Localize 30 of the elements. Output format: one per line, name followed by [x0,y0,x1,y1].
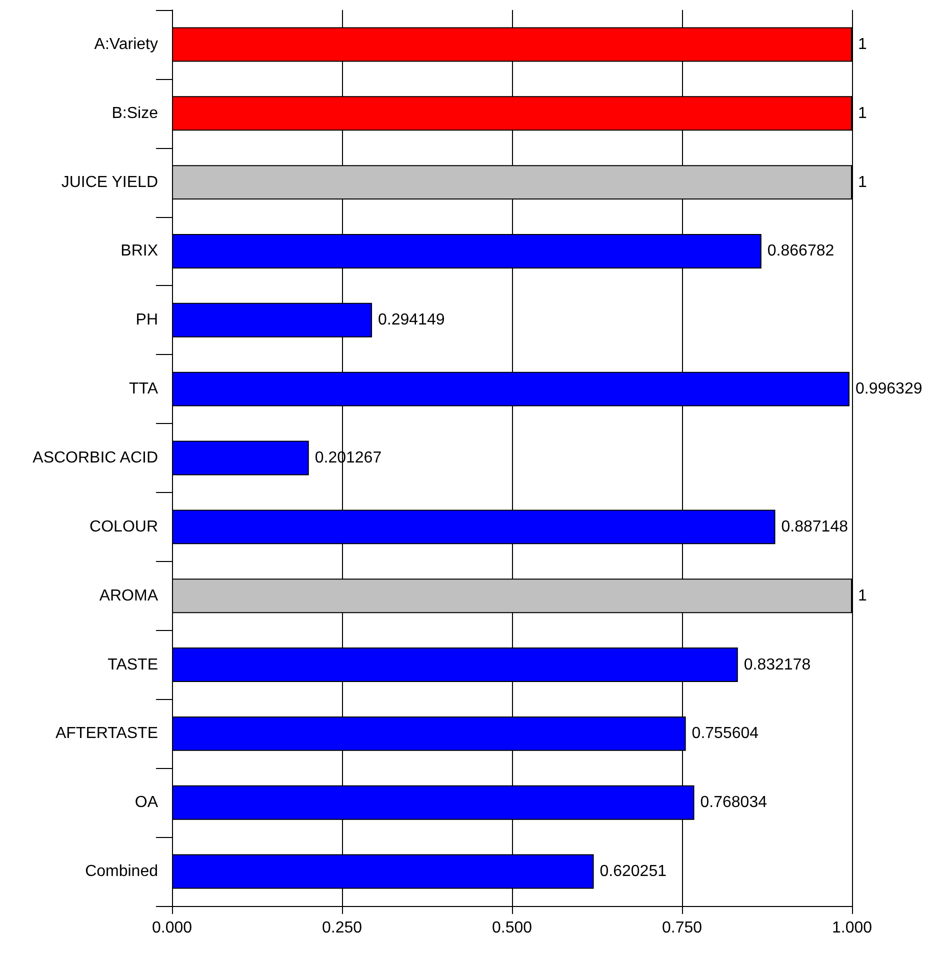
y-tick-label: A:Variety [94,36,158,53]
data-label: 0.996329 [856,380,922,398]
x-tick-label: 0.000 [152,920,192,936]
y-tick-label: TASTE [108,656,158,674]
x-tick-label: 1.000 [832,920,872,936]
y-tick-label: TTA [128,380,158,398]
y-tick-label: PH [136,312,158,329]
data-label: 1 [858,104,867,122]
data-label: 0.866782 [767,242,834,260]
data-label: 0.755604 [692,725,759,742]
data-label: 0.620251 [600,863,667,880]
data-label: 0.294149 [378,312,445,329]
y-tick-label: B:Size [112,104,158,122]
data-label: 1 [858,36,867,53]
x-tick-label: 0.250 [322,920,362,936]
y-tick-label: Combined [85,863,158,880]
x-tick-label: 0.750 [662,920,702,936]
y-tick-label: AROMA [99,587,158,604]
y-tick-label: COLOUR [90,518,158,536]
y-tick-label: AFTERTASTE [55,725,158,742]
x-tick-label: 0.500 [492,920,532,936]
y-tick-label: ASCORBIC ACID [32,450,158,466]
data-label: 0.768034 [700,794,768,812]
y-tick-label: BRIX [120,242,158,260]
data-label: 0.832178 [744,656,811,674]
data-label: 0.887148 [781,518,848,536]
data-label: 1 [858,587,867,604]
y-tick-label: OA [134,794,158,812]
y-tick-label: JUICE YIELD [61,174,158,191]
data-label: 1 [858,174,867,191]
